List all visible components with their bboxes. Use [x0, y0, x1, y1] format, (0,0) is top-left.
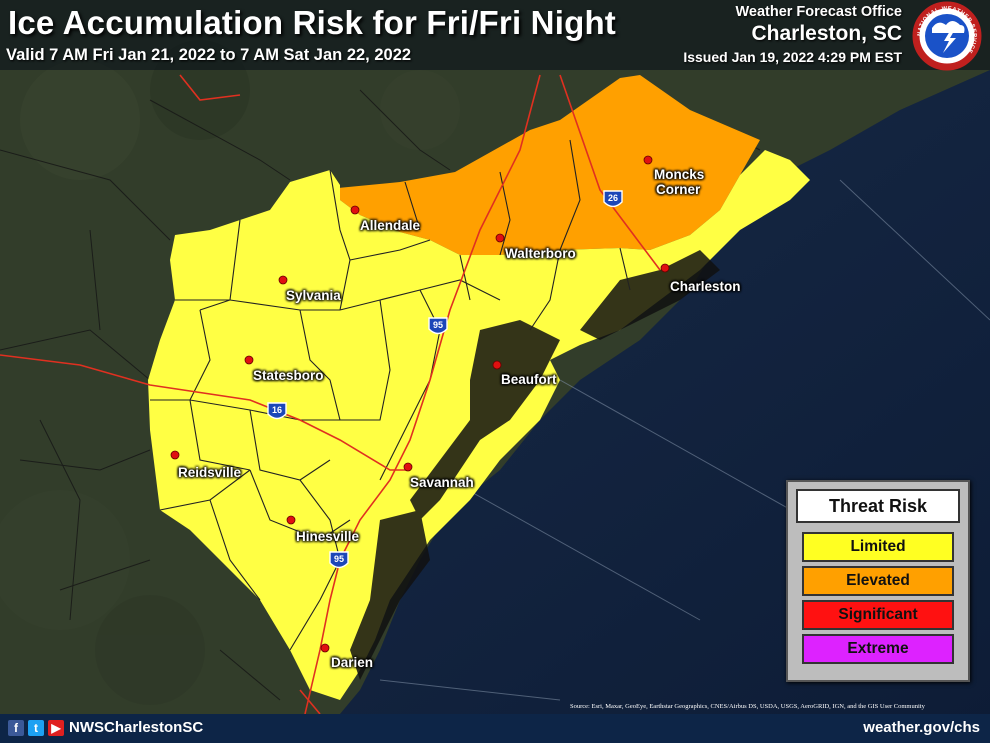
youtube-icon[interactable]: ▶	[48, 720, 64, 736]
interstate-shield-95-south: 95	[329, 551, 349, 569]
social-handle[interactable]: NWSCharlestonSC	[69, 719, 204, 736]
valid-period: Valid 7 AM Fri Jan 21, 2022 to 7 AM Sat …	[6, 46, 412, 64]
city-dot-reidsville	[170, 450, 180, 460]
city-label-statesboro: Statesboro	[253, 368, 324, 383]
legend-title: Threat Risk	[796, 489, 960, 523]
city-label-sylvania: Sylvania	[286, 288, 341, 303]
city-dot-beaufort	[492, 360, 502, 370]
legend-item-limited: Limited	[802, 532, 954, 562]
city-dot-statesboro	[244, 355, 254, 365]
city-dot-charleston	[660, 263, 670, 273]
threat-legend: Threat Risk Limited Elevated Significant…	[786, 480, 970, 682]
svg-text:95: 95	[334, 554, 344, 564]
svg-text:16: 16	[272, 405, 282, 415]
city-dot-darien	[320, 643, 330, 653]
city-dot-moncks-corner	[643, 155, 653, 165]
office-label: Weather Forecast Office	[735, 4, 902, 20]
city-label-beaufort: Beaufort	[501, 372, 557, 387]
city-dot-allendale	[350, 205, 360, 215]
city-dot-savannah	[403, 462, 413, 472]
city-label-darien: Darien	[331, 655, 374, 670]
nws-logo: NATIONAL WEATHER SERVICE	[912, 1, 982, 71]
city-dots	[170, 155, 670, 653]
legend-item-significant: Significant	[802, 600, 954, 630]
city-dot-sylvania	[278, 275, 288, 285]
city-dot-walterboro	[495, 233, 505, 243]
city-label-corner: Corner	[656, 182, 701, 197]
interstate-shield-16: 16	[267, 402, 287, 420]
facebook-icon[interactable]: f	[8, 720, 24, 736]
elevated-risk-area	[338, 75, 760, 255]
map-source-credit: Source: Esri, Maxar, GeoEye, Earthstar G…	[570, 703, 925, 710]
legend-item-elevated: Elevated	[802, 566, 954, 596]
city-label-moncks-corner: Moncks Corner	[654, 167, 704, 197]
land-texture	[0, 40, 460, 705]
map-title: Ice Accumulation Risk for Fri/Fri Night	[8, 4, 616, 41]
city-label-walterboro: Walterboro	[505, 246, 576, 261]
header-band	[0, 0, 990, 70]
svg-text:26: 26	[608, 193, 618, 203]
outer-county-lines	[0, 89, 761, 701]
city-dot-hinesville	[286, 515, 296, 525]
interstate-shield-26: 26	[603, 190, 623, 208]
svg-text:95: 95	[433, 320, 443, 330]
coastal-marsh	[350, 250, 720, 680]
footer-bar: f t ▶ NWSCharlestonSC weather.gov/chs	[0, 714, 990, 743]
city-label-savannah: Savannah	[410, 475, 474, 490]
city-label-allendale: Allendale	[360, 218, 421, 233]
website-link[interactable]: weather.gov/chs	[863, 719, 980, 736]
county-lines	[150, 139, 631, 651]
issued-time: Issued Jan 19, 2022 4:29 PM EST	[683, 49, 902, 65]
city-label-moncks: Moncks	[654, 167, 705, 182]
legend-item-extreme: Extreme	[802, 634, 954, 664]
interstate-shield-95-north: 95	[428, 317, 448, 335]
city-label-charleston: Charleston	[670, 279, 741, 294]
office-location: Charleston, SC	[751, 22, 902, 45]
twitter-icon[interactable]: t	[28, 720, 44, 736]
city-label-hinesville: Hinesville	[296, 529, 360, 544]
city-label-reidsville: Reidsville	[178, 465, 242, 480]
